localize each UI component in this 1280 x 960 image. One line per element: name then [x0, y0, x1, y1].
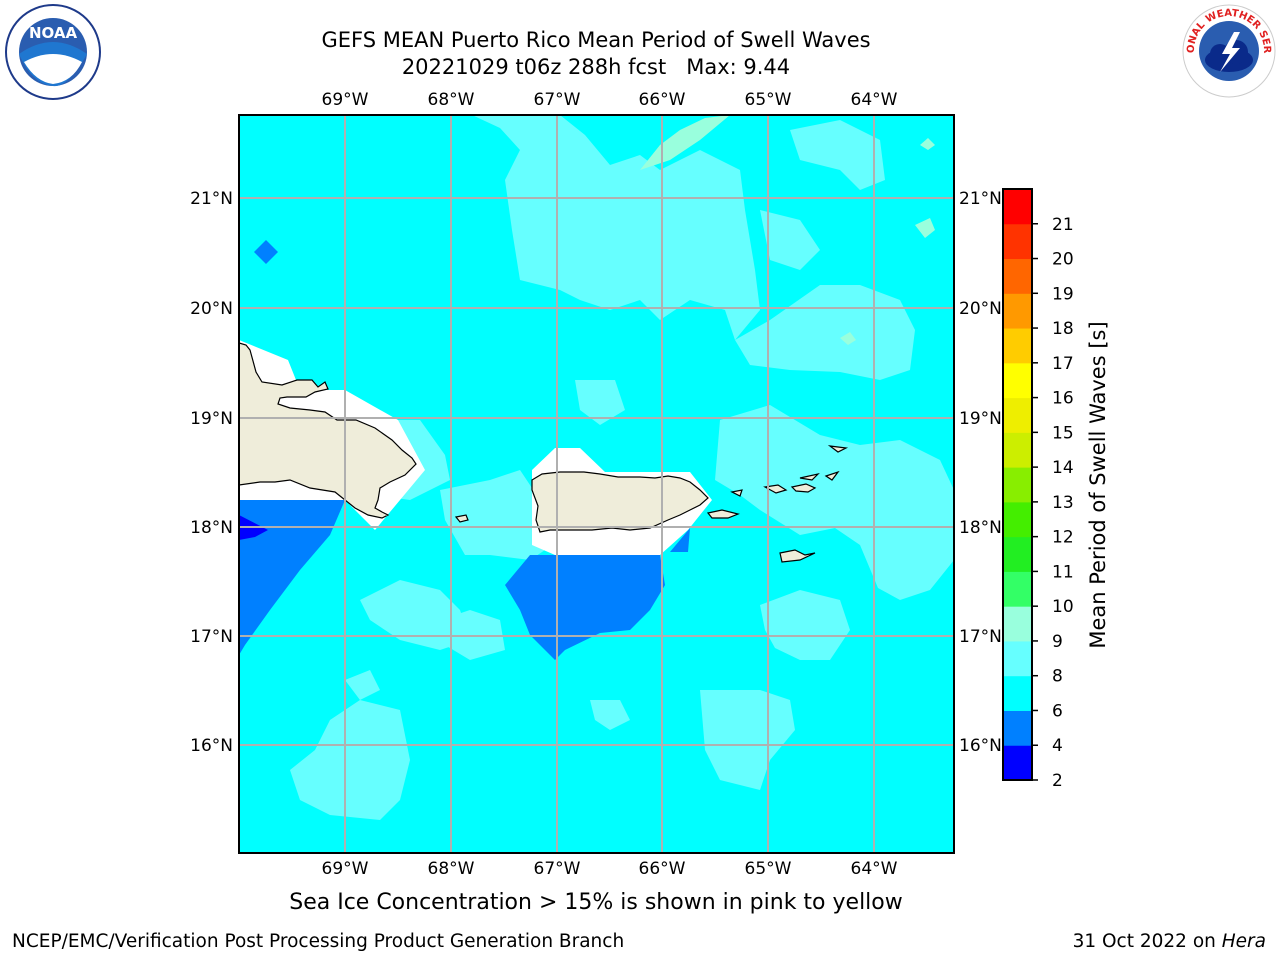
- virgin-gorda: [824, 470, 840, 481]
- footer-date-text: 31 Oct 2022 on: [1072, 931, 1216, 952]
- colorbar-tick-label: 13: [1052, 493, 1074, 513]
- sea-ice-note: Sea Ice Concentration > 15% is shown in …: [289, 890, 903, 915]
- map-area: [239, 115, 954, 853]
- lat-label: 19°N: [190, 409, 233, 429]
- lon-label: 69°W: [322, 859, 369, 879]
- colorbar-tick-label: 9: [1052, 632, 1063, 652]
- colorbar-tick-label: 15: [1052, 423, 1074, 443]
- lon-label: 65°W: [745, 90, 792, 110]
- puerto-rico: [531, 471, 709, 533]
- colorbar-tick-label: 4: [1052, 736, 1063, 756]
- hispaniola: [239, 342, 417, 519]
- lon-label: 66°W: [639, 90, 686, 110]
- lon-label: 64°W: [851, 90, 898, 110]
- lat-label: 20°N: [190, 299, 233, 319]
- colorbar-tick-label: 21: [1052, 215, 1074, 235]
- colorbar-swatch: [1003, 223, 1032, 260]
- colorbar-swatch: [1003, 745, 1032, 781]
- nws-logo: NATIONAL WEATHER SERVICE: [1180, 2, 1276, 98]
- vieques: [706, 509, 740, 519]
- colorbar-swatch: [1003, 467, 1032, 503]
- lat-label: 20°N: [959, 299, 1002, 319]
- lat-label: 21°N: [959, 189, 1002, 209]
- tortola: [799, 472, 820, 481]
- lat-label: 18°N: [190, 518, 233, 538]
- colorbar-tick-label: 16: [1052, 389, 1074, 409]
- chart-title: GEFS MEAN Puerto Rico Mean Period of Swe…: [321, 28, 871, 52]
- anegada: [827, 445, 849, 453]
- colorbar-tick-label: 8: [1052, 667, 1063, 687]
- colorbar-tick-label: 20: [1052, 250, 1074, 270]
- lat-label: 17°N: [959, 627, 1002, 647]
- graticule: [239, 115, 954, 853]
- colorbar-tick-label: 14: [1052, 458, 1074, 478]
- colorbar-swatch: [1003, 606, 1032, 642]
- lon-label: 68°W: [428, 859, 475, 879]
- colorbar-swatch: [1003, 640, 1032, 677]
- footer-date: 31 Oct 2022 on Hera: [1073, 931, 1266, 952]
- colorbar-swatch: [1003, 432, 1032, 468]
- lat-labels-right: 21°N 20°N 19°N 18°N 17°N 16°N: [959, 189, 1002, 756]
- lon-label: 68°W: [428, 90, 475, 110]
- colorbar-swatch: [1003, 501, 1032, 538]
- st-croix: [779, 549, 816, 563]
- colorbar-tick-label: 11: [1052, 562, 1074, 582]
- chart-subtitle: 20221029 t06z 288h fcst Max: 9.44: [401, 55, 791, 79]
- map-frame: [238, 114, 955, 854]
- lat-label: 21°N: [190, 189, 233, 209]
- st-thomas: [763, 484, 788, 494]
- lat-labels-left: 21°N 20°N 19°N 18°N 17°N 16°N: [190, 189, 233, 756]
- period-4-6-contours: [239, 240, 690, 660]
- colorbar: 2 4 6 8 9 10 11 12 13 14 15 16 17 18 19 20 21: [1002, 188, 1074, 791]
- colorbar-swatch: [1003, 675, 1032, 711]
- lon-label: 67°W: [534, 90, 581, 110]
- lon-label: 67°W: [534, 859, 581, 879]
- colorbar-label: Mean Period of Swell Waves [s]: [1086, 321, 1110, 648]
- lon-labels-top: 69°W 68°W 67°W 66°W 65°W 64°W: [322, 90, 898, 110]
- lon-label: 64°W: [851, 859, 898, 879]
- lat-label: 19°N: [959, 409, 1002, 429]
- land: [239, 342, 849, 563]
- colorbar-swatch: [1003, 293, 1032, 329]
- colorbar-tick-label: 2: [1052, 771, 1063, 791]
- colorbar-tick-label: 10: [1052, 597, 1074, 617]
- colorbar-tick-label: 18: [1052, 319, 1074, 339]
- colorbar-tick-label: 12: [1052, 528, 1074, 548]
- lon-label: 69°W: [322, 90, 369, 110]
- colorbar-swatch: [1003, 571, 1032, 607]
- colorbar-tick-label: 19: [1052, 284, 1074, 304]
- lat-label: 18°N: [959, 518, 1002, 538]
- lon-labels-bottom: 69°W 68°W 67°W 66°W 65°W 64°W: [322, 859, 898, 879]
- footer-host: Hera: [1221, 931, 1266, 952]
- lon-label: 66°W: [639, 859, 686, 879]
- colorbar-tick-label: 6: [1052, 701, 1063, 721]
- colorbar-swatch: [1003, 328, 1032, 364]
- colorbar-frame: [1002, 188, 1033, 781]
- colorbar-swatch: [1003, 362, 1032, 399]
- noaa-text: NOAA: [29, 24, 78, 42]
- lon-label: 65°W: [745, 859, 792, 879]
- lat-label: 16°N: [190, 736, 233, 756]
- colorbar-swatch: [1003, 710, 1032, 746]
- colorbar-swatch: [1003, 258, 1032, 294]
- lat-label: 17°N: [190, 627, 233, 647]
- mona: [454, 514, 469, 523]
- colorbar-swatch: [1003, 189, 1032, 225]
- colorbar-tick-label: 17: [1052, 354, 1074, 374]
- colorbar-swatch: [1003, 397, 1032, 433]
- footer-credit: NCEP/EMC/Verification Post Processing Pr…: [12, 931, 625, 952]
- noaa-logo: NOAA: [5, 4, 101, 100]
- lat-label: 16°N: [959, 736, 1002, 756]
- culebra: [730, 489, 743, 497]
- colorbar-swatch: [1003, 536, 1032, 572]
- st-john: [790, 483, 817, 493]
- period-8-9-contours: [290, 115, 954, 820]
